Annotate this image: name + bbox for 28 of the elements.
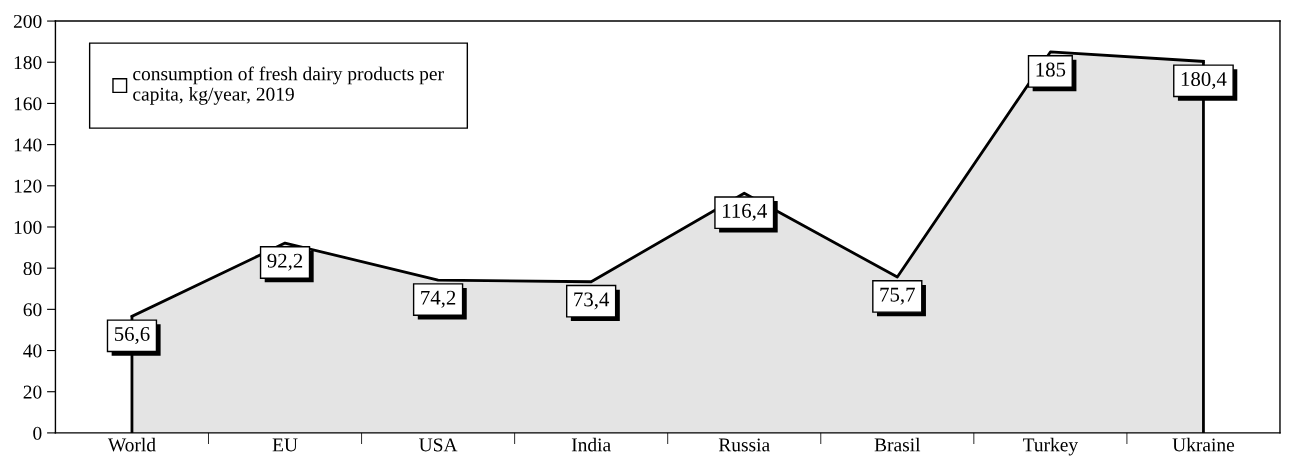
y-tick-label: 100 <box>14 220 42 234</box>
y-tick-label: 140 <box>14 138 42 152</box>
y-tick-label: 180 <box>14 56 42 70</box>
data-label: 56,6 <box>114 327 150 345</box>
y-tick-label: 200 <box>13 14 42 28</box>
data-label: 185 <box>1036 62 1066 77</box>
data-label: 92,2 <box>267 253 303 271</box>
y-tick-label: 40 <box>23 344 42 358</box>
x-tick-label: Brasil <box>874 437 921 452</box>
y-tick-label: 0 <box>33 426 42 440</box>
x-tick-label: India <box>571 437 611 452</box>
x-tick-label: USA <box>419 438 458 452</box>
legend-label: consumption of fresh dairy products per capita, kg/year, 2019 <box>133 66 444 105</box>
y-tick-label: 160 <box>14 97 42 111</box>
y-tick-label: 60 <box>23 303 42 317</box>
y-tick-label: 120 <box>14 179 42 193</box>
y-tick-label: 20 <box>23 385 42 399</box>
data-label: 74,2 <box>421 290 456 308</box>
data-label: 180,4 <box>1181 72 1227 90</box>
data-label: 75,7 <box>880 287 915 305</box>
data-label: 116,4 <box>723 203 767 221</box>
x-tick-label: Turkey <box>1022 437 1079 456</box>
x-tick-label: EU <box>272 438 298 452</box>
x-tick-label: Ukraine <box>1172 437 1235 452</box>
x-tick-label: Russia <box>718 438 770 452</box>
y-tick-label: 80 <box>23 261 42 276</box>
data-label: 73,4 <box>574 292 610 310</box>
x-tick-label: World <box>107 437 156 452</box>
